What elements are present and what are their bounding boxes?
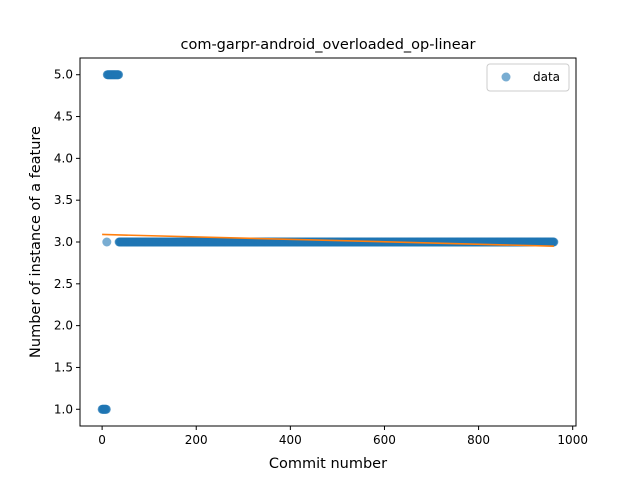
- y-axis-label: Number of instance of a feature: [28, 126, 44, 358]
- data-point: [549, 237, 559, 247]
- legend-marker: [501, 72, 511, 82]
- y-tick-label: 1.5: [54, 360, 73, 374]
- axes: 0 200 400 600 800 1000 1.0 1.5 2.0 2.5 3.0 3.5 4.0 4.…: [54, 57, 588, 447]
- data-point: [101, 404, 111, 414]
- y-tick-label: 2.0: [54, 319, 73, 333]
- y-tick-label: 4.5: [54, 110, 73, 124]
- plot-area: [97, 70, 559, 414]
- fit-line: [102, 233, 554, 247]
- data-point: [114, 70, 124, 80]
- x-tick-label: 400: [279, 433, 302, 447]
- legend: data: [486, 63, 570, 92]
- data-series: [97, 70, 559, 414]
- y-tick-label: 5.0: [54, 68, 73, 82]
- x-tick-label: 600: [373, 433, 396, 447]
- x-tick-label: 200: [185, 433, 208, 447]
- y-tick-label: 4.0: [54, 151, 73, 165]
- data-point: [102, 237, 112, 247]
- x-tick-label: 1000: [557, 433, 588, 447]
- y-tick-label: 2.5: [54, 277, 73, 291]
- x-tick-label: 0: [98, 433, 106, 447]
- y-tick-label: 1.0: [54, 402, 73, 416]
- legend-label: data: [533, 70, 560, 84]
- y-tick-label: 3.5: [54, 193, 73, 207]
- x-axis-label: Commit number: [269, 456, 387, 472]
- chart-title: com-garpr-android_overloaded_op-linear: [180, 37, 475, 53]
- x-tick-label: 800: [467, 433, 490, 447]
- legend-box: [486, 63, 570, 92]
- y-tick-label: 3.0: [54, 235, 73, 249]
